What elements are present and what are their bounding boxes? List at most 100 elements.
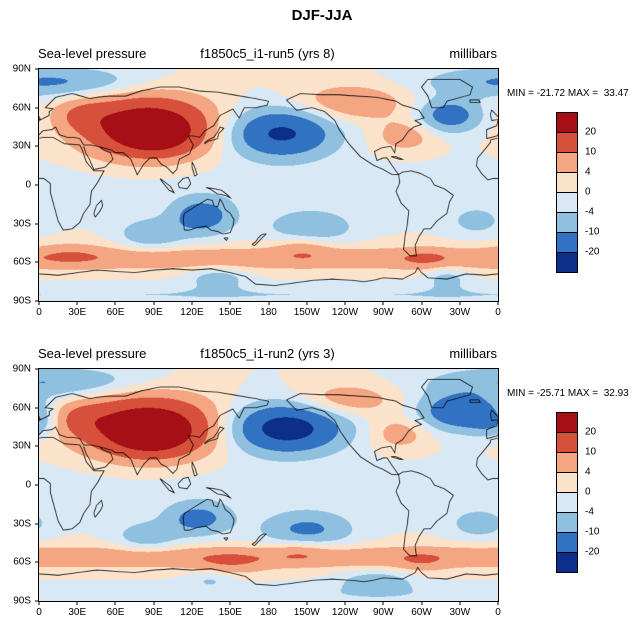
- y-axis-tick-mark: [35, 300, 39, 302]
- y-axis-tick-label: 60S: [13, 556, 31, 568]
- x-axis-tick-mark: [229, 601, 231, 605]
- colorbar-box: [556, 132, 578, 153]
- x-axis-tick-mark: [229, 301, 231, 305]
- colorbar-tick-label: 4: [585, 466, 591, 478]
- y-axis-tick-mark: [35, 184, 39, 186]
- panel-header: Sea-level pressure f1850c5_i1-run2 (yrs …: [38, 346, 497, 362]
- x-axis-tick-mark: [344, 601, 346, 605]
- y-axis-tick-label: 60N: [12, 402, 31, 414]
- x-axis-tick-label: 90W: [372, 607, 394, 618]
- run-label: f1850c5_i1-run5 (yrs 8): [200, 46, 335, 61]
- y-axis-tick-label: 0: [25, 479, 31, 491]
- colorbar-box: [556, 232, 578, 253]
- colorbar-box: [556, 532, 578, 553]
- y-axis-tick-label: 90N: [12, 363, 31, 375]
- y-axis-tick-label: 30N: [12, 140, 31, 152]
- x-axis-tick-label: 120W: [331, 607, 359, 618]
- x-axis-tick-mark: [191, 601, 193, 605]
- colorbar-tick-label: 0: [585, 486, 591, 498]
- colorbar-tick-label: -4: [585, 506, 594, 518]
- x-axis-tick-label: 0: [36, 607, 42, 618]
- colorbar-tick-label: 10: [585, 446, 597, 458]
- colorbar-box: [556, 252, 578, 273]
- x-axis-tick-label: 120E: [180, 307, 204, 318]
- x-axis-tick-label: 60W: [411, 307, 432, 318]
- x-axis-tick-mark: [306, 601, 308, 605]
- x-axis-tick-mark: [421, 301, 422, 305]
- colorbar-box: [556, 412, 578, 433]
- x-axis-tick-label: 150E: [218, 607, 242, 618]
- colorbar-box: [556, 432, 578, 453]
- x-axis-tick-label: 120W: [331, 307, 359, 318]
- x-axis-tick-label: 90W: [372, 307, 394, 318]
- panel-run2: Sea-level pressure f1850c5_i1-run2 (yrs …: [0, 346, 644, 626]
- colorbar-tick-label: -20: [585, 246, 600, 258]
- y-axis-tick-mark: [35, 523, 39, 525]
- x-axis-tick-label: 60E: [106, 607, 125, 618]
- minmax-label: MIN = -21.72 MAX = 33.47: [507, 88, 629, 99]
- run-label: f1850c5_i1-run2 (yrs 3): [200, 346, 335, 361]
- y-axis-tick-label: 90N: [12, 63, 31, 75]
- colorbar-box: [556, 512, 578, 533]
- x-axis-tick-label: 30E: [68, 607, 87, 618]
- map-plot: 90N 60N 30N 0 30S 60S 90S 0 30E 60E 90E 120E 150E 180…: [13, 64, 501, 319]
- colorbar-tick-label: 4: [585, 166, 591, 178]
- x-axis-tick-label: 150E: [218, 307, 242, 318]
- colorbar-box: [556, 472, 578, 493]
- x-axis-tick-mark: [306, 301, 308, 305]
- y-axis-tick-label: 30S: [13, 218, 31, 230]
- x-axis-tick-label: 60E: [106, 307, 125, 318]
- variable-label: Sea-level pressure: [38, 346, 147, 361]
- x-axis-tick-mark: [114, 301, 116, 305]
- x-axis-tick-label: 30W: [449, 607, 471, 618]
- x-axis-tick-label: 120E: [180, 607, 204, 618]
- y-axis-tick-label: 60S: [13, 256, 31, 268]
- units-label: millibars: [449, 46, 497, 61]
- y-axis-tick-mark: [35, 407, 39, 409]
- colorbar-tick-label: 20: [585, 426, 597, 438]
- colorbar-tick-label: 20: [585, 126, 597, 138]
- y-axis-tick-mark: [35, 368, 39, 370]
- y-axis-tick-label: 90S: [13, 295, 31, 307]
- colorbar-tick-label: 0: [585, 186, 591, 198]
- map-plot: 90N 60N 30N 0 30S 60S 90S 0 30E 60E 90E 120E 150E 180…: [13, 364, 501, 619]
- y-axis-tick-mark: [35, 68, 39, 70]
- x-axis-tick-mark: [497, 301, 499, 305]
- y-axis-tick-label: 60N: [12, 102, 31, 114]
- x-axis-tick-mark: [497, 601, 499, 605]
- colorbar-box: [556, 152, 578, 173]
- colorbar-box: [556, 172, 578, 193]
- x-axis-tick-label: 0: [36, 307, 42, 318]
- x-axis-tick-label: 90E: [144, 607, 163, 618]
- x-axis-tick-label: 180: [260, 307, 277, 318]
- x-axis-tick-mark: [459, 601, 461, 605]
- y-axis-tick-label: 30S: [13, 518, 31, 530]
- x-axis-tick-mark: [76, 301, 78, 305]
- x-axis-tick-label: 0: [495, 307, 501, 318]
- x-axis-tick-mark: [38, 301, 40, 305]
- x-axis-tick-mark: [459, 301, 461, 305]
- x-axis-tick-label: 60W: [411, 607, 432, 618]
- colorbar-tick-label: -10: [585, 526, 600, 538]
- x-axis-tick-mark: [268, 601, 269, 605]
- y-axis-tick-mark: [35, 107, 39, 109]
- colorbar-box: [556, 552, 578, 573]
- y-axis-tick-label: 90S: [13, 595, 31, 607]
- x-axis-tick-mark: [268, 301, 269, 305]
- x-axis-tick-label: 30E: [68, 307, 87, 318]
- minmax-label: MIN = -25.71 MAX = 32.93: [507, 388, 629, 399]
- panel-header: Sea-level pressure f1850c5_i1-run5 (yrs …: [38, 46, 497, 62]
- map-canvas: [39, 69, 498, 301]
- colorbar-box: [556, 452, 578, 473]
- x-axis-tick-mark: [344, 301, 346, 305]
- variable-label: Sea-level pressure: [38, 46, 147, 61]
- colorbar: 20 10 4 0 -4 -10 -20: [556, 112, 599, 273]
- colorbar-box: [556, 112, 578, 133]
- x-axis-tick-mark: [114, 601, 116, 605]
- colorbar-tick-label: -4: [585, 206, 594, 218]
- y-axis-tick-mark: [35, 561, 39, 563]
- x-axis-tick-label: 180: [260, 607, 277, 618]
- x-axis-tick-mark: [191, 301, 193, 305]
- x-axis-tick-label: 150W: [293, 607, 320, 618]
